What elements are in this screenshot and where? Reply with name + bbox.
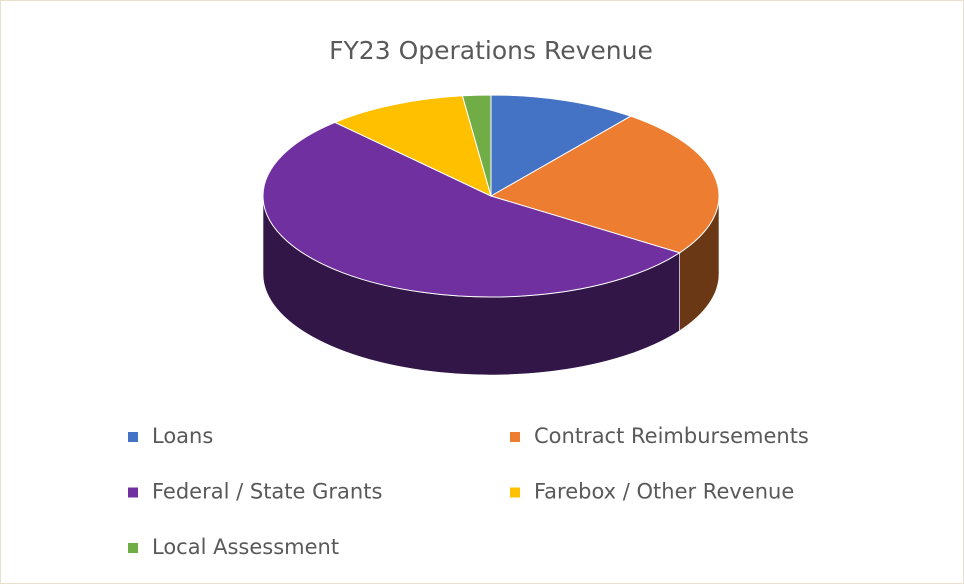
legend-swatch <box>510 432 520 442</box>
legend-label: Loans <box>152 424 213 448</box>
legend-swatch <box>128 543 138 553</box>
legend-label: Contract Reimbursements <box>534 424 809 448</box>
legend-label: Farebox / Other Revenue <box>534 480 794 504</box>
slice <box>262 121 681 298</box>
legend-label: Local Assessment <box>152 535 339 559</box>
slice <box>333 95 492 197</box>
legend-label: Federal / State Grants <box>152 480 382 504</box>
legend-swatch <box>128 432 138 442</box>
chart-title: FY23 Operations Revenue <box>329 36 653 65</box>
slice <box>461 94 492 197</box>
slice <box>489 115 720 254</box>
slice <box>490 94 632 197</box>
legend-swatch <box>128 487 138 498</box>
legend-swatch <box>510 487 520 498</box>
